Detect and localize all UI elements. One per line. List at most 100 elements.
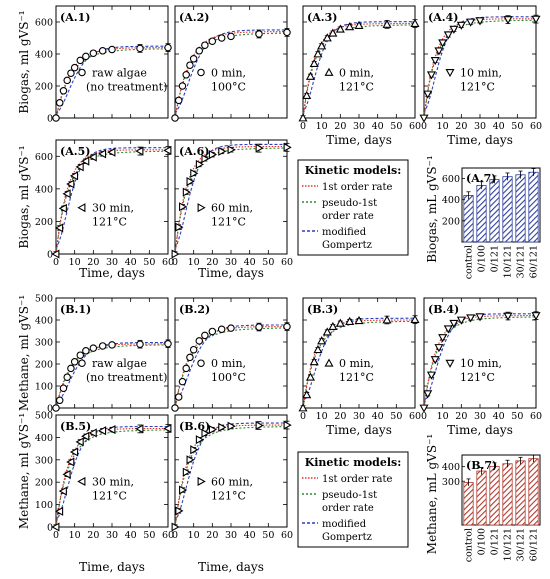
data-point bbox=[75, 437, 84, 447]
bar bbox=[489, 465, 500, 526]
x-tick-label: 30 bbox=[474, 411, 486, 422]
y-tick-label: 200 bbox=[35, 82, 53, 93]
legend-marker bbox=[445, 359, 455, 368]
bar-category-label: 30/121 bbox=[516, 528, 527, 561]
data-point bbox=[503, 16, 513, 25]
bar bbox=[502, 463, 513, 526]
data-point bbox=[305, 71, 316, 80]
bar bbox=[476, 185, 487, 243]
panel-B.3: 0 10 20 30 40 50 60 (B.3) 0 min,121°C bbox=[298, 297, 421, 422]
x-tick-label: 60 bbox=[162, 257, 174, 268]
data-point bbox=[195, 435, 204, 445]
legend-marker bbox=[197, 68, 205, 77]
data-point bbox=[195, 159, 204, 169]
legend-model-label: order rate bbox=[322, 211, 374, 222]
data-point bbox=[218, 422, 227, 432]
x-tick-label: 30 bbox=[106, 257, 118, 268]
data-point bbox=[67, 364, 75, 373]
y-tick-label: 0 bbox=[47, 523, 53, 534]
first-order-curve bbox=[174, 31, 287, 119]
x-tick-label: 20 bbox=[334, 411, 346, 422]
data-point bbox=[335, 24, 345, 33]
data-point bbox=[208, 327, 217, 336]
bar bbox=[502, 176, 513, 243]
legend-frame bbox=[297, 451, 409, 548]
legend-marker bbox=[197, 476, 206, 486]
data-point bbox=[59, 384, 68, 392]
data-point bbox=[255, 143, 264, 153]
data-point bbox=[62, 189, 71, 199]
data-point bbox=[430, 56, 440, 66]
data-point bbox=[475, 313, 485, 322]
legend-line-2: (no treatment) bbox=[86, 80, 167, 93]
legend-title: Kinetic models: bbox=[305, 164, 402, 177]
legend-model-label: pseudo-1st bbox=[322, 490, 377, 501]
pseudo-first-order-curve bbox=[423, 316, 536, 409]
data-point bbox=[434, 47, 444, 56]
x-tick-label: 30 bbox=[225, 530, 237, 541]
panel-label: (A.5) bbox=[60, 145, 90, 158]
plot-frame bbox=[461, 167, 541, 243]
data-point bbox=[51, 522, 60, 532]
first-order-curve bbox=[423, 18, 536, 119]
data-point bbox=[419, 114, 429, 123]
data-point bbox=[298, 403, 308, 412]
x-tick-label: 0 bbox=[421, 121, 427, 132]
y-tick-label: 0 bbox=[47, 250, 53, 261]
data-point bbox=[217, 34, 226, 42]
gompertz-curve bbox=[55, 147, 168, 249]
first-order-curve bbox=[423, 315, 536, 409]
data-point bbox=[171, 114, 179, 122]
data-point bbox=[178, 82, 187, 90]
data-point bbox=[89, 49, 98, 57]
legend-marker bbox=[77, 203, 86, 213]
y-axis-label: Methane, mL gVS⁻¹ bbox=[425, 434, 439, 554]
y-tick-label: 300 bbox=[35, 455, 53, 466]
data-point bbox=[531, 312, 541, 321]
plot-frame bbox=[174, 139, 288, 255]
bar bbox=[515, 460, 526, 526]
y-tick-label: 600 bbox=[35, 152, 53, 163]
panel-label: (B.1) bbox=[60, 303, 91, 316]
data-point bbox=[456, 21, 466, 30]
bar bbox=[463, 195, 474, 243]
x-tick-label: 20 bbox=[87, 257, 99, 268]
data-point bbox=[164, 340, 172, 348]
data-point bbox=[76, 351, 85, 359]
data-point bbox=[52, 114, 60, 122]
y-tick-label: 600 bbox=[35, 18, 53, 29]
x-tick-label: 40 bbox=[372, 121, 384, 132]
panel-label: (B.2) bbox=[179, 303, 210, 316]
legend-line-2: 100°C bbox=[211, 80, 246, 93]
legend-line-1: 0 min, bbox=[211, 66, 246, 79]
x-tick-label: 50 bbox=[143, 530, 155, 541]
x-axis-label: Time, days bbox=[447, 423, 513, 437]
bar-category-label: 0/100 bbox=[477, 528, 488, 555]
data-point bbox=[75, 162, 84, 172]
y-tick-label: 200 bbox=[35, 360, 53, 371]
x-axis-label: Time, days bbox=[79, 560, 145, 574]
data-point bbox=[208, 150, 218, 160]
data-point bbox=[328, 28, 338, 37]
legend-line-2: 100°C bbox=[211, 371, 246, 384]
panel-label: (A.3) bbox=[307, 11, 337, 24]
data-point bbox=[182, 467, 191, 477]
data-point bbox=[108, 341, 116, 349]
bar bbox=[463, 482, 474, 526]
data-point bbox=[189, 55, 198, 63]
data-point bbox=[174, 393, 183, 401]
data-point bbox=[217, 325, 226, 333]
x-tick-label: 10 bbox=[437, 411, 449, 422]
x-axis-label: Time, days bbox=[79, 266, 145, 280]
data-point bbox=[313, 344, 323, 354]
x-tick-label: 10 bbox=[316, 121, 328, 132]
data-point bbox=[82, 347, 90, 355]
x-tick-label: 10 bbox=[69, 530, 81, 541]
data-point bbox=[503, 312, 513, 321]
data-point bbox=[163, 145, 172, 155]
legend-line-1: 60 min, bbox=[211, 202, 253, 215]
data-point bbox=[227, 324, 235, 332]
x-tick-label: 40 bbox=[125, 530, 137, 541]
data-point bbox=[410, 314, 420, 323]
y-tick-label: 400 bbox=[35, 316, 53, 327]
